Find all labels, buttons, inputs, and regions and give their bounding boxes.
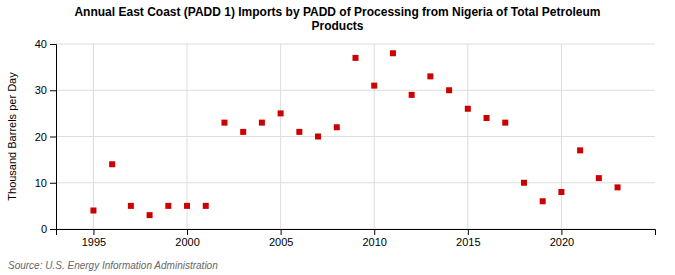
point	[446, 87, 452, 93]
tick-mark	[50, 137, 56, 138]
tick-label: 2005	[269, 236, 293, 248]
title: Annual East Coast (PADD 1) Imports by PA…	[74, 5, 600, 33]
plot: 1995 2000 2005 2010 2015 2020 0 10 20 30 40	[35, 38, 656, 248]
point	[465, 106, 471, 112]
tick: 2005	[269, 229, 293, 248]
grid	[56, 44, 655, 229]
point	[90, 208, 96, 214]
tick-mark	[93, 229, 94, 235]
grid-line	[56, 90, 655, 91]
tick: 20	[35, 131, 56, 143]
tick: 10	[35, 177, 56, 189]
point	[390, 50, 396, 56]
grid-line	[56, 182, 655, 183]
tick-mark	[374, 229, 375, 235]
title-line: Products	[311, 19, 363, 33]
tick: 0	[41, 223, 56, 235]
point	[521, 180, 527, 186]
point	[221, 120, 227, 126]
tick: 2015	[456, 229, 480, 248]
axis-line	[57, 230, 656, 236]
tick-label: 0	[41, 223, 47, 235]
point	[409, 92, 415, 98]
grid-line	[93, 44, 94, 229]
point	[278, 110, 284, 116]
tick: 1995	[82, 229, 106, 248]
grid-line	[374, 44, 375, 229]
grid-line	[56, 136, 655, 137]
point	[315, 134, 321, 140]
tick-mark	[50, 229, 56, 230]
tick-mark	[561, 229, 562, 235]
x-axis: 1995 2000 2005 2010 2015 2020	[57, 229, 656, 248]
grid-line	[187, 44, 188, 229]
tick-label: 10	[35, 177, 47, 189]
tick: 2000	[175, 229, 199, 248]
point	[540, 198, 546, 204]
point	[240, 129, 246, 135]
tick-mark	[50, 90, 56, 91]
axis-line	[50, 45, 57, 230]
point	[109, 161, 115, 167]
point	[484, 115, 490, 121]
point	[596, 175, 602, 181]
point	[147, 212, 153, 218]
tick-mark	[281, 229, 282, 235]
chart: 1995 2000 2005 2010 2015 2020 0 10 20 30 40 Annual …	[0, 0, 675, 275]
tick-mark	[187, 229, 188, 235]
point	[165, 203, 171, 209]
tick-label: 2010	[362, 236, 386, 248]
point	[427, 73, 433, 79]
tick: 2020	[550, 229, 574, 248]
grid-line	[467, 44, 468, 229]
tick: 2010	[362, 229, 386, 248]
y-axis: 0 10 20 30 40	[35, 38, 57, 235]
tick-mark	[50, 183, 56, 184]
point	[371, 83, 377, 89]
source: Source: U.S. Energy Information Administ…	[8, 260, 218, 271]
tick: 40	[35, 38, 56, 50]
tick-label: 20	[35, 131, 47, 143]
tick-label: 2015	[456, 236, 480, 248]
tick-label: 40	[35, 38, 47, 50]
tick: 30	[35, 84, 56, 96]
point	[203, 203, 209, 209]
point	[334, 124, 340, 130]
points	[90, 50, 620, 218]
point	[353, 55, 359, 61]
point	[259, 120, 265, 126]
y-axis-title: Thousand Barrels per Day	[6, 72, 18, 201]
tick-mark	[468, 229, 469, 235]
point	[558, 189, 564, 195]
grid-line	[56, 44, 655, 45]
title-line: Annual East Coast (PADD 1) Imports by PA…	[74, 5, 600, 19]
point	[615, 184, 621, 190]
tick-mark	[50, 44, 56, 45]
point	[502, 120, 508, 126]
point	[296, 129, 302, 135]
point	[184, 203, 190, 209]
tick-label: 30	[35, 84, 47, 96]
point	[577, 147, 583, 153]
tick-label: 2000	[175, 236, 199, 248]
grid-line	[561, 44, 562, 229]
tick-label: 2020	[550, 236, 574, 248]
point	[128, 203, 134, 209]
grid-line	[280, 44, 281, 229]
tick-label: 1995	[82, 236, 106, 248]
